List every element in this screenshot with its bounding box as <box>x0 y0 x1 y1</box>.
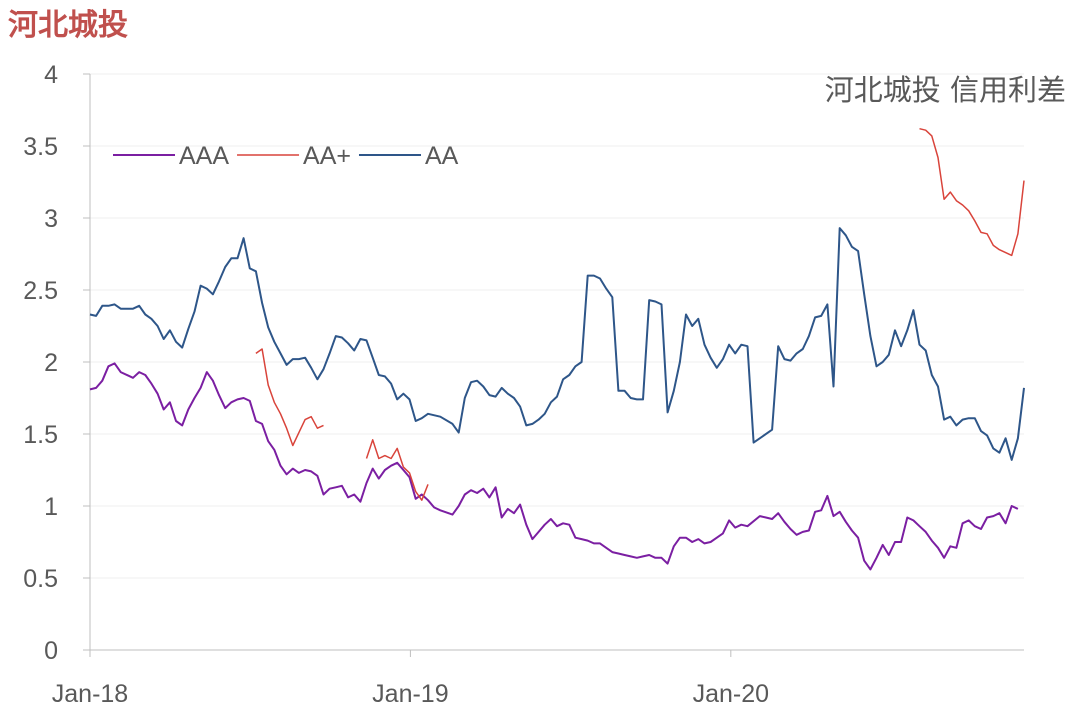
y-tick-label: 0.5 <box>23 565 58 593</box>
legend-label-aaa: AAA <box>179 142 229 170</box>
y-tick-label: 2 <box>44 349 58 377</box>
y-tick-label: 0 <box>44 637 58 665</box>
series-line-aa-plus <box>365 439 429 501</box>
series-line-aa-plus <box>919 127 1025 257</box>
gridlines <box>90 73 1024 579</box>
x-tick-label: Jan-19 <box>372 680 448 703</box>
series-lines <box>89 127 1025 571</box>
y-tick-label: 1 <box>44 493 58 521</box>
y-tick-label: 3.5 <box>23 133 58 161</box>
y-tick-label: 2.5 <box>23 277 58 305</box>
legend-label-aa-plus: AA+ <box>303 142 351 170</box>
x-tick-label: Jan-20 <box>693 680 769 703</box>
x-tick-label: Jan-18 <box>52 680 128 703</box>
series-line-aa <box>89 227 1025 461</box>
y-tick-label: 1.5 <box>23 421 58 449</box>
series-line-aaa <box>89 362 1019 571</box>
page-title: 河北城投 <box>8 8 128 43</box>
legend-label-aa: AA <box>425 142 459 170</box>
y-tick-label: 4 <box>44 61 58 89</box>
series-line-aa-plus <box>255 348 324 447</box>
legend: AAA AA+ AA <box>113 142 459 170</box>
y-tick-label: 3 <box>44 205 58 233</box>
chart-title: 河北城投 信用利差 <box>825 73 1066 107</box>
axes: 0 0.5 1 1.5 2 2.5 3 3.5 4 Jan-18 Jan-19 Jan-20 <box>23 61 1024 703</box>
